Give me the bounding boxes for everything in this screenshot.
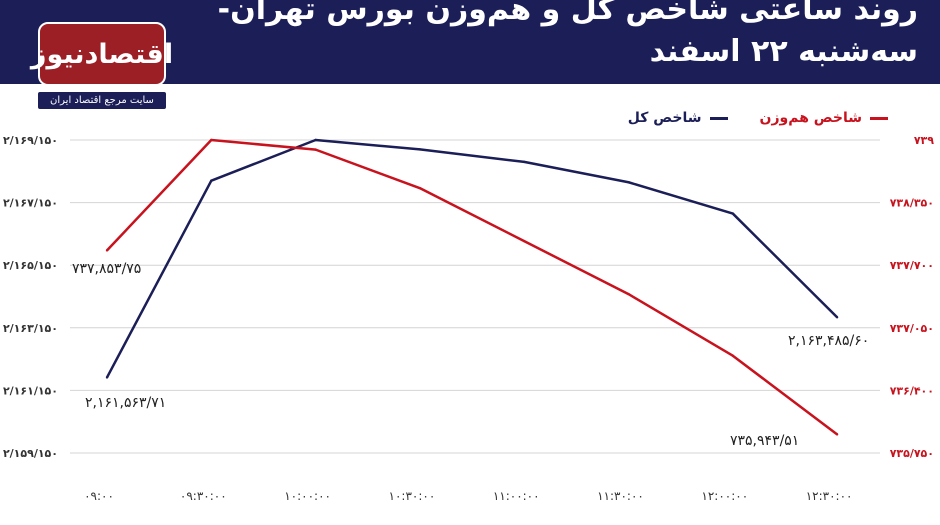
y-left-tick-label: ۲/۱۶۳/۱۵۰ xyxy=(3,322,58,335)
x-tick-label: ۱۰:۰۰:۰۰ xyxy=(284,489,331,503)
chart-title-line2: سه‌شنبه ۲۲ اسفند xyxy=(649,34,918,69)
legend-label-total: شاخص کل xyxy=(627,110,702,126)
series-point xyxy=(523,239,526,243)
series-point xyxy=(731,212,734,215)
y-left-tick-label: ۲/۱۶۵/۱۵۰ xyxy=(3,259,58,272)
series-point xyxy=(418,148,422,151)
y-right-tick-label: ۷۳۹ xyxy=(914,134,934,147)
series-point xyxy=(210,179,213,182)
legend-label-equal-weight: شاخص هم‌وزن xyxy=(759,110,862,126)
series-point xyxy=(627,292,630,296)
x-tick-label: ۱۰:۳۰:۰۰ xyxy=(389,489,436,503)
series-point xyxy=(731,354,734,357)
y-right-tick-label: ۷۳۷/۷۰۰ xyxy=(890,259,934,272)
series-point xyxy=(523,160,526,164)
chart-title-line1: روند ساعتی شاخص کل و هم‌وزن بورس تهران- xyxy=(217,0,918,27)
y-right-tick-label: ۷۳۵/۷۵۰ xyxy=(890,447,934,460)
x-tick-label: ۰۹:۳۰:۰۰ xyxy=(180,489,227,503)
brand-tagline: سایت مرجع اقتصاد ایران xyxy=(38,92,166,109)
series-line-equal-weight-index xyxy=(106,138,838,436)
series-point xyxy=(835,433,839,436)
series-point xyxy=(105,249,109,252)
series-point xyxy=(314,148,317,151)
series-point xyxy=(835,316,839,319)
series-point xyxy=(105,376,109,379)
y-right-tick-label: ۷۳۷/۰۵۰ xyxy=(890,322,934,335)
y-left-tick-label: ۲/۱۶۱/۱۵۰ xyxy=(3,384,58,397)
series-point xyxy=(627,181,630,184)
series-line-total-index xyxy=(105,138,838,379)
data-label-equal-end: ۷۳۵,۹۴۳/۵۱ xyxy=(730,433,799,449)
chart-legend: شاخص هم‌وزن شاخص کل xyxy=(596,110,888,126)
y-left-tick-label: ۲/۱۶۹/۱۵۰ xyxy=(3,134,58,147)
x-tick-label: ۱۱:۰۰:۰۰ xyxy=(493,489,540,503)
legend-swatch-red xyxy=(870,116,888,120)
series-point xyxy=(314,138,317,142)
brand-logo: اقتصادنیوز xyxy=(31,22,173,86)
y-right-tick-label: ۷۳۶/۴۰۰ xyxy=(890,384,934,397)
y-left-tick-label: ۲/۱۶۷/۱۵۰ xyxy=(3,197,58,210)
data-label-total-start: ۲,۱۶۱,۵۶۳/۷۱ xyxy=(85,395,166,411)
x-tick-label: ۱۲:۰۰:۰۰ xyxy=(701,489,748,503)
series-point xyxy=(418,186,422,190)
data-label-total-end: ۲,۱۶۳,۴۸۵/۶۰ xyxy=(788,333,869,349)
legend-swatch-navy xyxy=(709,116,728,120)
series-point xyxy=(210,138,213,142)
brand-logo-text: اقتصادنیوز xyxy=(30,38,174,70)
legend-item-total: شاخص کل xyxy=(628,110,728,126)
y-left-tick-label: ۲/۱۵۹/۱۵۰ xyxy=(3,447,58,460)
x-tick-label: ۱۱:۳۰:۰۰ xyxy=(597,489,644,503)
legend-item-equal-weight: شاخص هم‌وزن xyxy=(760,110,888,126)
x-tick-label: ۰۹:۰۰ xyxy=(84,489,114,503)
x-tick-label: ۱۲:۳۰:۰۰ xyxy=(806,489,853,503)
y-right-tick-label: ۷۳۸/۳۵۰ xyxy=(890,197,934,210)
data-label-equal-start: ۷۳۷,۸۵۳/۷۵ xyxy=(72,261,141,277)
